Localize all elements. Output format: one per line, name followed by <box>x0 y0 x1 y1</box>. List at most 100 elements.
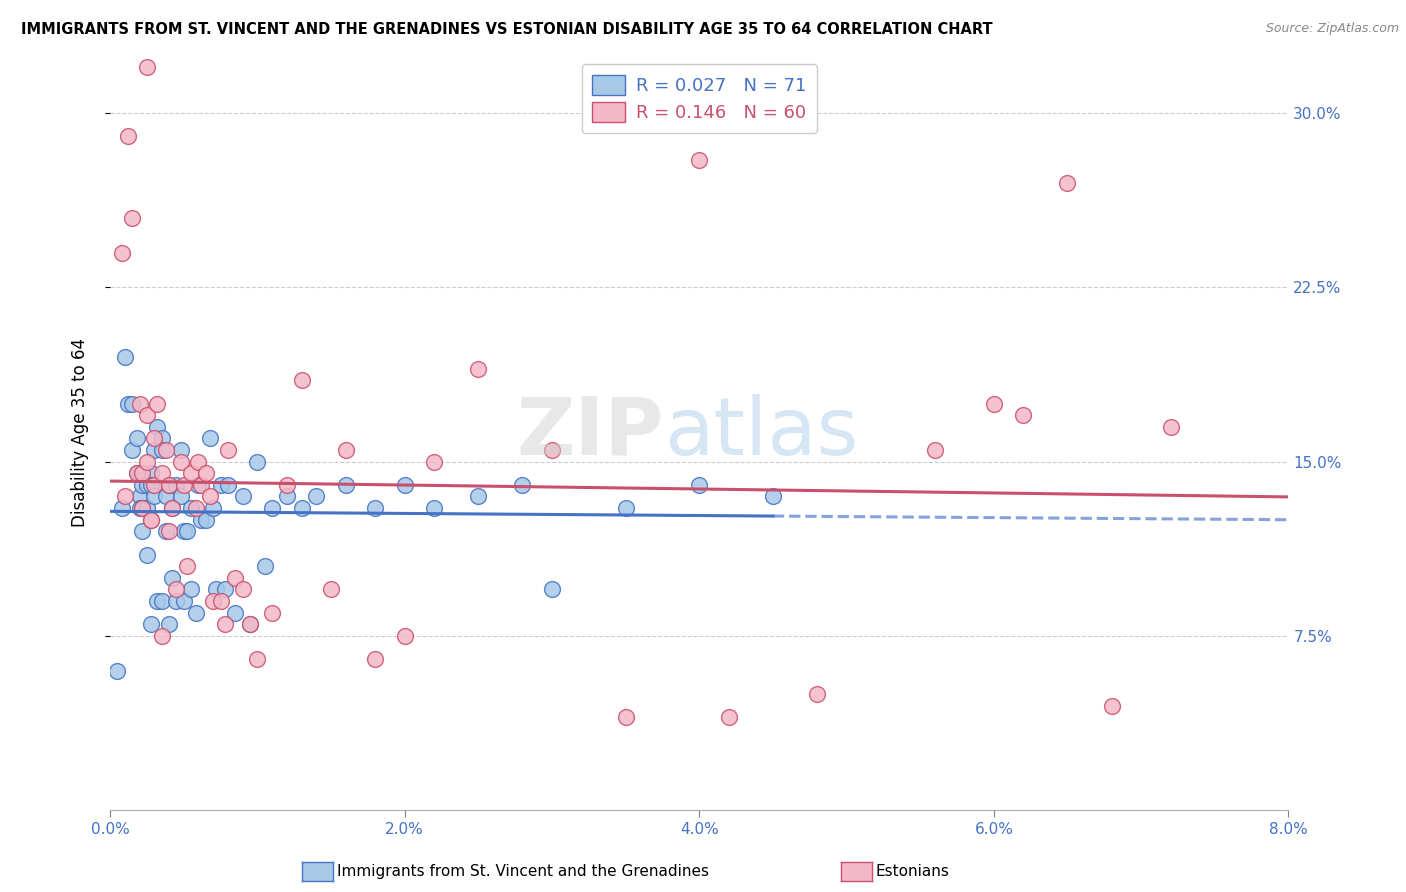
Point <box>150 629 173 643</box>
Point <box>394 478 416 492</box>
Point <box>141 513 163 527</box>
Point <box>114 350 136 364</box>
Point <box>117 129 139 144</box>
Point <box>150 594 173 608</box>
Point <box>190 478 212 492</box>
Point <box>125 431 148 445</box>
Point <box>688 153 710 167</box>
Point <box>184 501 207 516</box>
Point <box>614 501 637 516</box>
Point <box>762 490 785 504</box>
Point <box>276 490 298 504</box>
Point <box>143 490 166 504</box>
Legend: R = 0.027   N = 71, R = 0.146   N = 60: R = 0.027 N = 71, R = 0.146 N = 60 <box>582 64 817 133</box>
Point <box>107 664 129 678</box>
Y-axis label: Disability Age 35 to 64: Disability Age 35 to 64 <box>72 338 89 527</box>
Point <box>290 373 312 387</box>
Point <box>541 582 564 597</box>
Point <box>217 443 239 458</box>
Point <box>194 513 217 527</box>
Point <box>205 582 228 597</box>
Point <box>170 443 193 458</box>
Point <box>239 617 262 632</box>
Point <box>141 478 163 492</box>
Point <box>131 501 153 516</box>
Point <box>335 443 357 458</box>
Point <box>305 490 328 504</box>
Point <box>131 524 153 539</box>
Point <box>467 361 489 376</box>
Point <box>165 594 187 608</box>
Point <box>246 455 269 469</box>
Point <box>160 571 183 585</box>
Point <box>165 582 187 597</box>
Text: IMMIGRANTS FROM ST. VINCENT AND THE GRENADINES VS ESTONIAN DISABILITY AGE 35 TO : IMMIGRANTS FROM ST. VINCENT AND THE GREN… <box>21 22 993 37</box>
Point <box>214 582 236 597</box>
Text: Immigrants from St. Vincent and the Grenadines: Immigrants from St. Vincent and the Gren… <box>337 864 710 879</box>
Point <box>717 710 740 724</box>
Point <box>146 396 169 410</box>
Point <box>246 652 269 666</box>
Point <box>135 501 157 516</box>
Point <box>232 582 254 597</box>
Point <box>512 478 534 492</box>
Point <box>128 396 150 410</box>
Point <box>121 211 143 225</box>
Point <box>146 594 169 608</box>
Text: Estonians: Estonians <box>876 864 950 879</box>
Point <box>173 594 195 608</box>
Point <box>157 478 180 492</box>
Point <box>467 490 489 504</box>
Point <box>364 501 387 516</box>
Point <box>224 606 246 620</box>
Point <box>202 594 225 608</box>
Point <box>135 60 157 74</box>
Point <box>1056 176 1078 190</box>
Text: atlas: atlas <box>664 393 858 472</box>
Point <box>160 501 183 516</box>
Point <box>141 617 163 632</box>
Point <box>170 490 193 504</box>
Point <box>173 478 195 492</box>
Point <box>143 431 166 445</box>
Point <box>290 501 312 516</box>
Point <box>1160 419 1182 434</box>
Point <box>111 501 134 516</box>
Point <box>111 245 134 260</box>
Point <box>135 548 157 562</box>
Point <box>131 478 153 492</box>
Text: ZIP: ZIP <box>516 393 664 472</box>
Text: Source: ZipAtlas.com: Source: ZipAtlas.com <box>1265 22 1399 36</box>
Point <box>253 559 276 574</box>
Point <box>335 478 357 492</box>
Point <box>187 478 209 492</box>
Point <box>135 408 157 422</box>
Point <box>184 606 207 620</box>
Point <box>262 606 284 620</box>
Point <box>121 396 143 410</box>
Point <box>114 490 136 504</box>
Point <box>128 490 150 504</box>
Point <box>150 443 173 458</box>
Point <box>983 396 1005 410</box>
Point <box>117 396 139 410</box>
Point <box>209 478 232 492</box>
Point <box>128 501 150 516</box>
Point <box>187 455 209 469</box>
Point <box>155 490 177 504</box>
Point <box>157 478 180 492</box>
Point <box>157 524 180 539</box>
Point <box>541 443 564 458</box>
Point <box>157 617 180 632</box>
Point <box>121 443 143 458</box>
Point <box>143 478 166 492</box>
Point <box>1101 698 1123 713</box>
Point <box>131 467 153 481</box>
Point <box>688 478 710 492</box>
Point <box>1012 408 1035 422</box>
Point <box>131 501 153 516</box>
Point <box>173 524 195 539</box>
Point <box>125 467 148 481</box>
Point <box>165 478 187 492</box>
Point <box>806 687 828 701</box>
